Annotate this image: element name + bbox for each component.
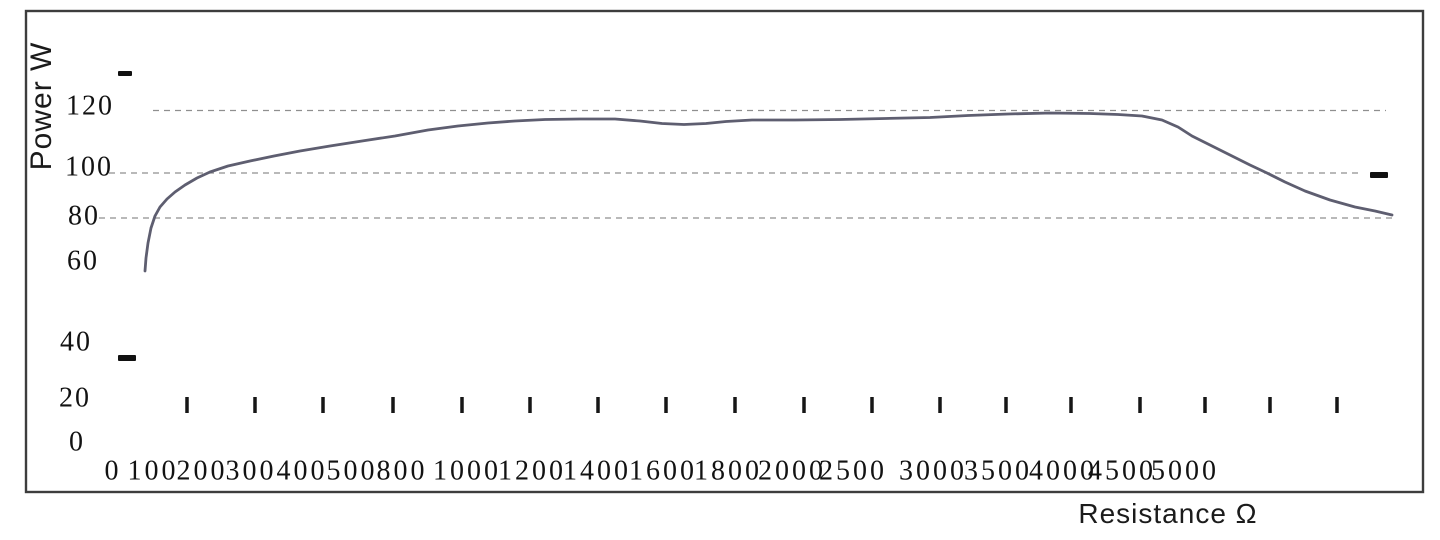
x-tick-label: 300 xyxy=(226,456,277,487)
x-tick-label: 1400 xyxy=(563,456,631,487)
x-tick-label: 1200 xyxy=(498,456,566,487)
dash-marker xyxy=(1370,172,1388,178)
x-tick-label: 100 xyxy=(128,456,179,487)
x-axis-title: Resistance Ω xyxy=(1078,498,1258,529)
x-tick-label: 800 xyxy=(377,456,428,487)
x-tick-label: 0 xyxy=(105,456,122,487)
x-tick-label: 200 xyxy=(177,456,228,487)
y-tick-label: 80 xyxy=(68,201,100,232)
x-tick-label: 2000 xyxy=(758,456,826,487)
x-tick-label: 1800 xyxy=(694,456,762,487)
y-tick-label: 100 xyxy=(65,152,113,183)
y-tick-label: 40 xyxy=(60,327,92,358)
x-tick-label: 4000 xyxy=(1029,456,1097,487)
y-axis-title: Power W xyxy=(25,41,58,171)
x-tick-label: 3500 xyxy=(964,456,1032,487)
x-tick-label: 1600 xyxy=(629,456,697,487)
x-tick-label: 500 xyxy=(327,456,378,487)
x-tick-label: 400 xyxy=(277,456,328,487)
plot-frame xyxy=(24,9,1425,494)
dash-marker xyxy=(118,71,132,76)
y-tick-label: 20 xyxy=(59,383,91,414)
x-tick-label: 2500 xyxy=(819,456,887,487)
power-curve xyxy=(143,111,1394,273)
x-tick-label: 1000 xyxy=(433,456,501,487)
x-tick-label: 4500 xyxy=(1088,456,1156,487)
y-tick-label: 120 xyxy=(66,91,114,122)
dash-marker xyxy=(118,355,136,361)
x-tick-label: 5000 xyxy=(1151,456,1219,487)
x-tick-label: 3000 xyxy=(899,456,967,487)
y-tick-label: 60 xyxy=(67,246,99,277)
y-tick-label: 0 xyxy=(69,427,85,458)
